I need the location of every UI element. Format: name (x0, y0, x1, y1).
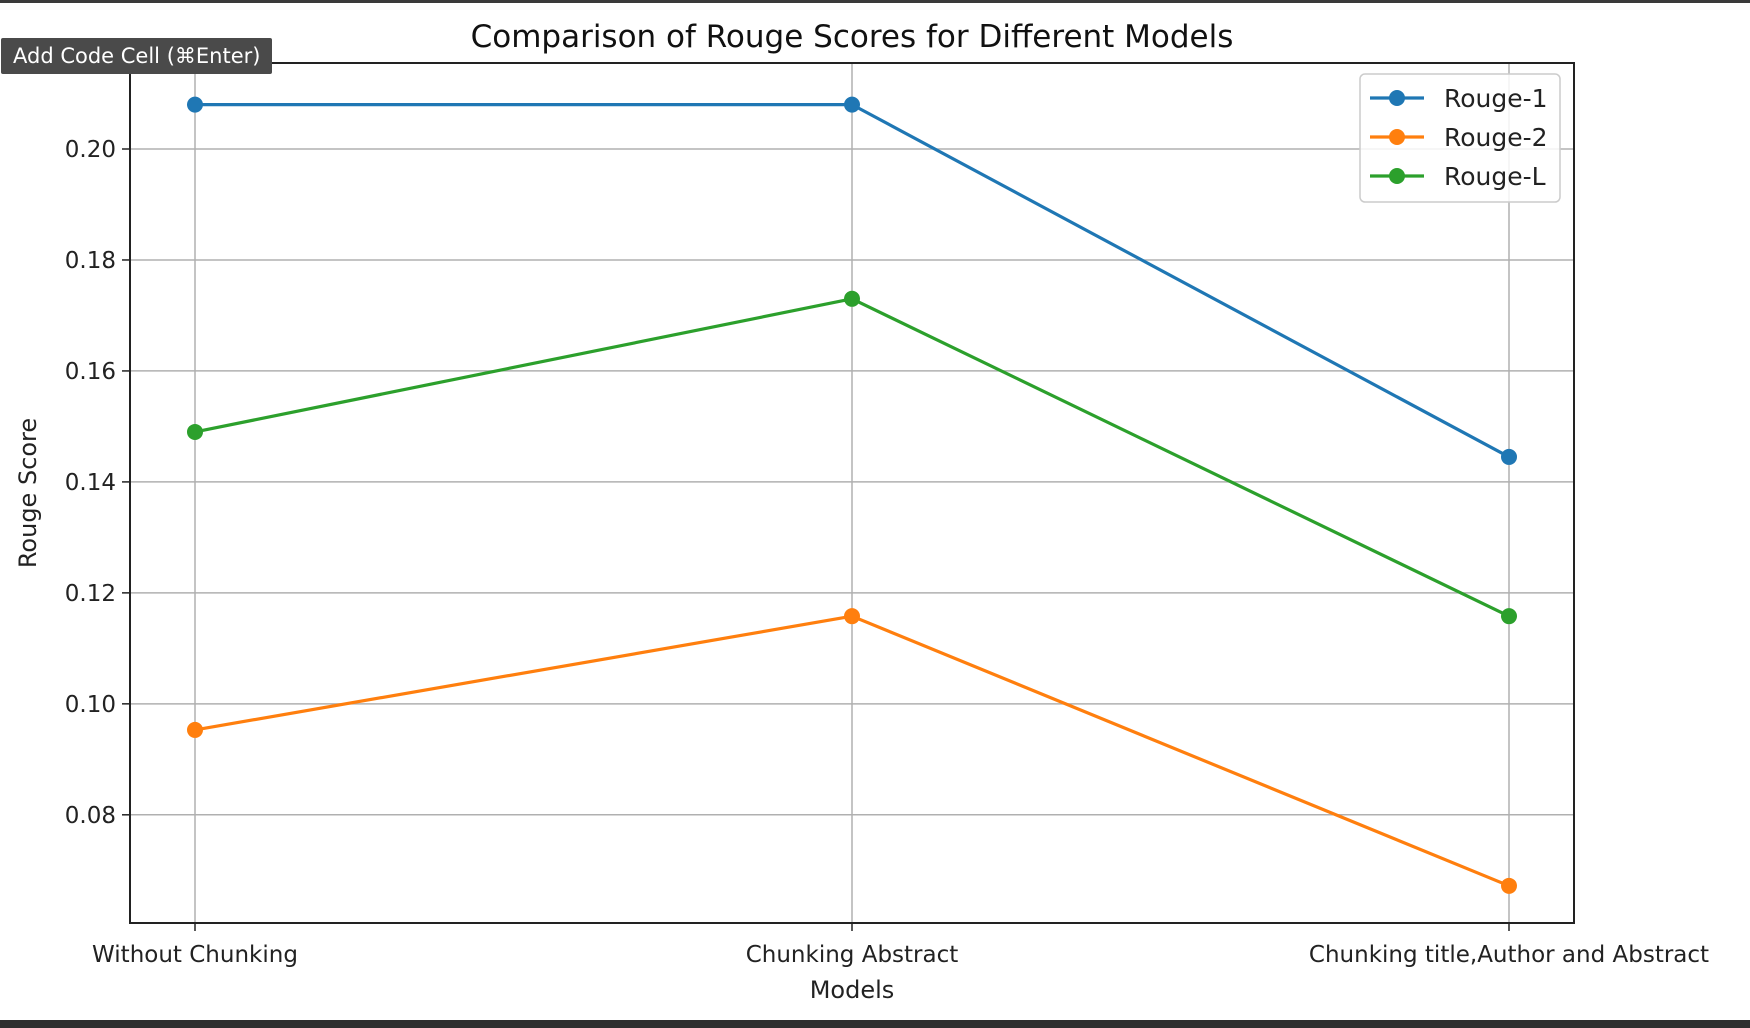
data-point (844, 96, 860, 113)
x-axis-label: Models (810, 976, 895, 1004)
legend-marker (1389, 129, 1405, 145)
y-tick-label: 0.16 (65, 359, 116, 385)
y-tick-label: 0.08 (65, 803, 116, 829)
series-rouge-2 (187, 608, 1517, 894)
legend-item-rouge-1: Rouge-1 (1370, 84, 1548, 113)
y-tick-label: 0.12 (65, 581, 116, 607)
legend-item-rouge-l: Rouge-L (1370, 162, 1546, 191)
x-axis-ticks: Without Chunking Chunking Abstract Chunkin… (92, 923, 1709, 968)
data-point (1501, 448, 1517, 465)
legend-item-rouge-2: Rouge-2 (1370, 123, 1548, 152)
legend-label: Rouge-L (1444, 162, 1546, 191)
data-point (844, 290, 860, 307)
series-lines (187, 96, 1517, 894)
data-point (187, 96, 203, 113)
y-tick-label: 0.20 (65, 137, 116, 163)
data-point (187, 721, 203, 738)
y-tick-label: 0.18 (65, 248, 116, 274)
x-tick-label: Chunking title,Author and Abstract (1309, 942, 1709, 968)
legend-marker (1389, 90, 1405, 106)
legend-marker (1389, 168, 1405, 184)
series-rouge-1 (187, 96, 1517, 465)
y-axis-ticks: 0.08 0.10 0.12 0.14 0.16 0.18 0.20 (65, 137, 130, 829)
y-tick-label: 0.10 (65, 692, 116, 718)
y-axis-label: Rouge Score (14, 418, 42, 568)
y-tick-label: 0.14 (65, 470, 116, 496)
data-point (1501, 608, 1517, 625)
legend: Rouge-1 Rouge-2 Rouge-L (1359, 73, 1561, 203)
legend-frame (1359, 73, 1561, 203)
grid-lines (130, 63, 1574, 923)
chart-title: Comparison of Rouge Scores for Different… (471, 19, 1234, 55)
x-tick-label: Without Chunking (92, 942, 298, 968)
add-code-cell-tooltip: Add Code Cell (⌘Enter) (1, 38, 273, 74)
window-bottom-border (0, 1020, 1750, 1028)
window-top-border (0, 0, 1750, 3)
data-point (1501, 877, 1517, 894)
legend-label: Rouge-2 (1444, 123, 1548, 152)
data-point (187, 423, 203, 440)
series-rouge-l (187, 290, 1517, 625)
data-point (844, 608, 860, 625)
x-tick-label: Chunking Abstract (746, 942, 959, 968)
legend-label: Rouge-1 (1444, 84, 1548, 113)
